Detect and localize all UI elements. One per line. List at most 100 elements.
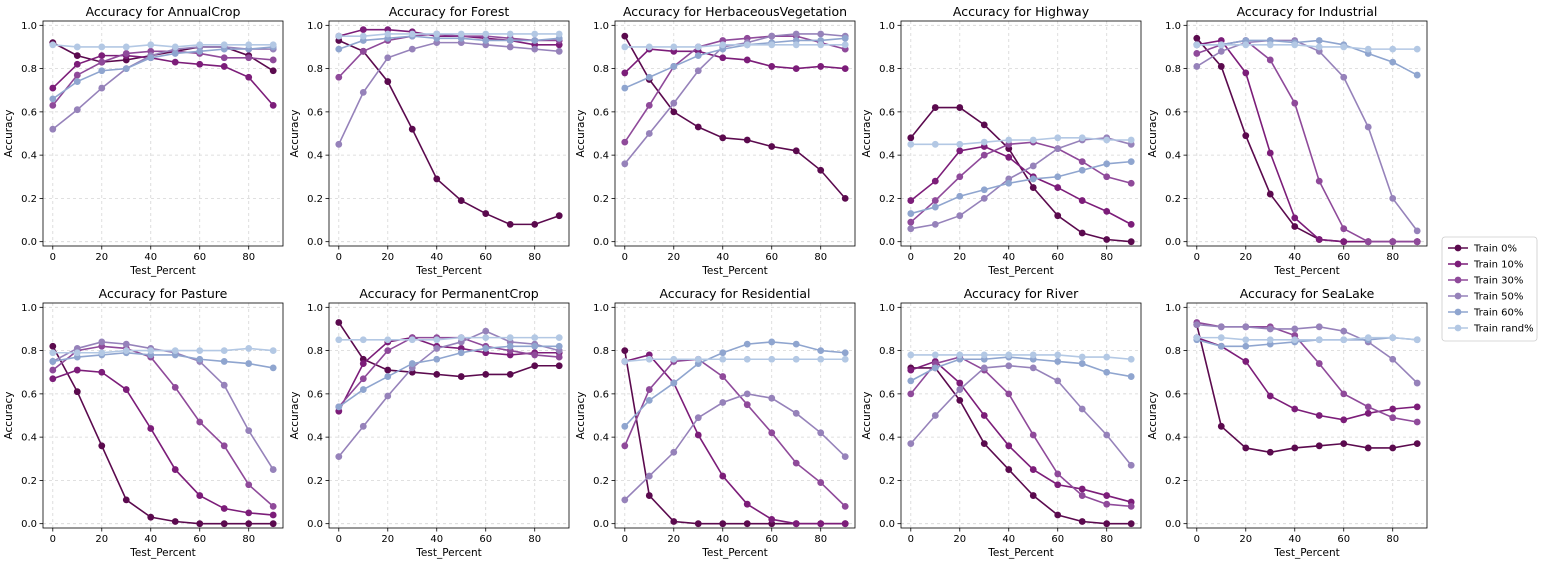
data-point <box>907 351 915 359</box>
data-point <box>719 41 727 49</box>
data-point <box>792 459 800 467</box>
series-line <box>52 351 274 369</box>
panel-title: Accuracy for AnnualCrop <box>86 4 241 19</box>
x-tick-label: 40 <box>430 534 443 545</box>
data-point <box>1413 45 1421 53</box>
x-tick-label: 40 <box>1002 534 1015 545</box>
y-axis-label: Accuracy <box>1147 110 1159 158</box>
data-point <box>1291 214 1299 222</box>
y-tick-label: 0.2 <box>1165 476 1181 487</box>
data-point <box>792 30 800 38</box>
series-line <box>910 145 1132 226</box>
data-point <box>1078 158 1086 166</box>
data-point <box>335 45 343 53</box>
data-point <box>931 351 939 359</box>
data-point <box>1242 358 1250 365</box>
series-line <box>910 354 1132 361</box>
data-point <box>621 84 629 92</box>
axes-frame <box>328 302 570 529</box>
y-tick-label: 0.8 <box>593 346 609 357</box>
data-point <box>1029 184 1037 191</box>
data-point <box>1242 69 1250 77</box>
data-point <box>1389 58 1397 66</box>
data-point <box>531 45 539 53</box>
series-line <box>624 358 846 507</box>
legend: Train 0% Train 10% Train 30% Train 50% Train… <box>1441 236 1538 342</box>
series-line <box>1196 323 1418 384</box>
series-train-rand <box>621 355 849 365</box>
data-point <box>1054 351 1062 359</box>
data-point <box>359 88 367 96</box>
x-axis-label: Test_Percent <box>129 547 195 559</box>
data-point <box>694 431 702 439</box>
data-point <box>907 440 915 448</box>
data-point <box>841 41 849 49</box>
data-point <box>1291 336 1299 344</box>
data-point <box>1054 173 1062 181</box>
y-tick-label: 0.0 <box>307 519 323 530</box>
data-point <box>1078 134 1086 142</box>
data-point <box>931 364 939 372</box>
series-line <box>910 106 1132 243</box>
series-train-10 <box>907 143 1135 228</box>
data-point <box>531 37 539 44</box>
data-point <box>335 32 343 40</box>
data-point <box>1389 355 1397 363</box>
panel-sealake: 0 20 40 60 80 0.0 0.2 0.4 0.6 0.8 1.0 Accuracy for … <box>1147 286 1428 559</box>
data-point <box>1127 179 1135 187</box>
data-point <box>147 347 155 354</box>
y-axis-label: Accuracy <box>575 392 587 440</box>
series-train-0 <box>49 342 277 528</box>
data-point <box>384 347 392 354</box>
series-line <box>624 35 846 199</box>
series-line <box>624 35 846 143</box>
y-tick-label: 0.0 <box>593 237 609 248</box>
data-point <box>359 336 367 344</box>
axes-frame <box>900 20 1142 247</box>
data-point <box>621 422 629 430</box>
data-point <box>1266 56 1274 64</box>
data-point <box>645 386 653 393</box>
data-point <box>1054 145 1062 153</box>
data-point <box>1005 179 1013 187</box>
data-point <box>1029 364 1037 372</box>
y-tick-label: 0.4 <box>21 433 37 444</box>
data-point <box>1005 351 1013 359</box>
series-line <box>338 28 560 46</box>
series-line <box>52 50 274 106</box>
panel-pasture: 0 20 40 60 80 0.0 0.2 0.4 0.6 0.8 1.0 Accuracy for … <box>3 286 284 559</box>
data-point <box>269 101 277 109</box>
panel-river: 0 20 40 60 80 0.0 0.2 0.4 0.6 0.8 1.0 Accuracy for … <box>861 286 1142 559</box>
data-point <box>1266 336 1274 344</box>
data-point <box>359 26 367 34</box>
data-point <box>1242 444 1250 452</box>
data-point <box>408 30 416 38</box>
data-point <box>621 69 629 77</box>
data-point <box>269 41 277 49</box>
data-point <box>1217 422 1225 430</box>
legend-marker <box>1454 308 1462 316</box>
data-point <box>841 355 849 363</box>
data-point <box>1103 500 1111 508</box>
panel-title: Accuracy for PermanentCrop <box>359 286 538 301</box>
data-point <box>670 63 678 70</box>
data-point <box>792 520 800 528</box>
x-tick-label: 20 <box>381 534 394 545</box>
data-point <box>792 340 800 348</box>
series-line <box>338 345 560 408</box>
data-point <box>73 366 81 374</box>
data-point <box>841 195 849 202</box>
data-point <box>1193 50 1201 57</box>
data-point <box>335 319 343 326</box>
data-point <box>122 43 130 51</box>
series-line <box>338 336 560 341</box>
x-axis-label: Test_Percent <box>415 265 481 277</box>
data-point <box>743 520 751 528</box>
data-point <box>482 37 490 44</box>
data-point <box>245 345 253 352</box>
y-tick-label: 0.4 <box>1165 151 1181 162</box>
y-tick-label: 0.4 <box>307 151 323 162</box>
x-tick-label: 20 <box>667 534 680 545</box>
x-tick-label: 40 <box>144 252 157 263</box>
data-point <box>122 340 130 348</box>
